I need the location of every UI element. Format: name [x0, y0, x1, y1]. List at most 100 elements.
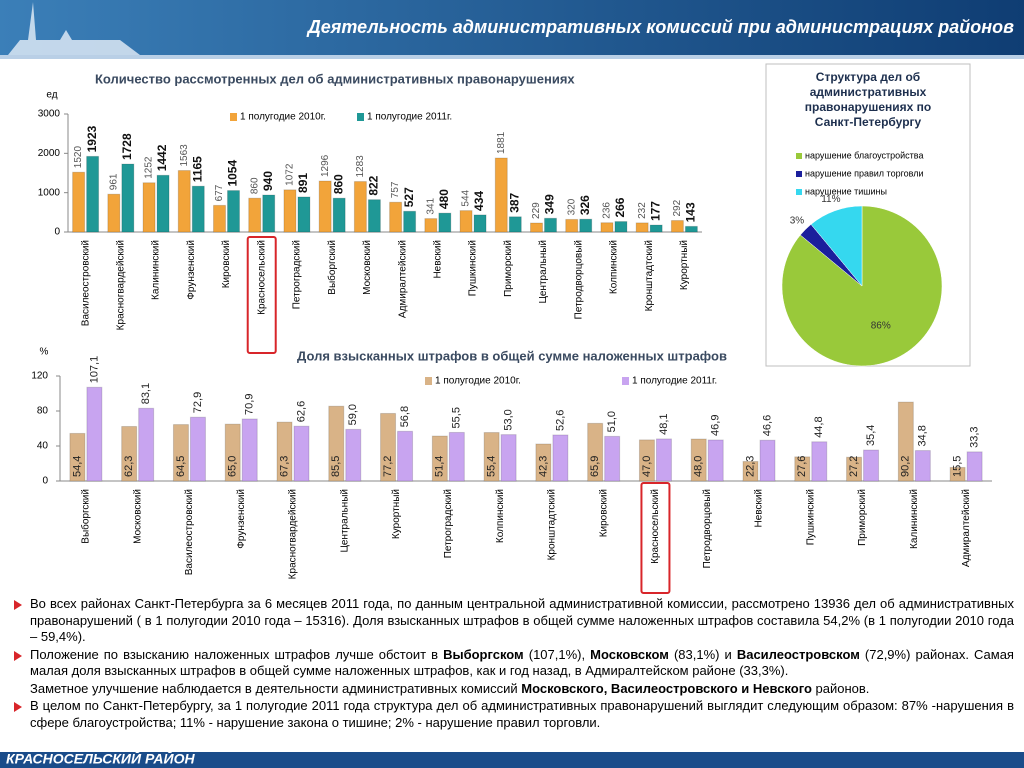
bar: [690, 438, 707, 482]
bar: [172, 424, 189, 482]
bar: [86, 386, 103, 482]
legend-swatch: [622, 377, 629, 385]
value-label: 65,0: [227, 456, 239, 477]
x-tick-label: Приморский: [857, 489, 868, 546]
bar: [535, 443, 552, 482]
value-label: 266: [613, 197, 627, 217]
y-tick-label: 120: [31, 371, 48, 382]
value-label: 62,6: [295, 401, 307, 422]
bar: [403, 210, 417, 233]
bar: [846, 456, 863, 482]
legend-label: 1 полугодие 2011г.: [632, 376, 717, 387]
bar: [318, 180, 332, 233]
value-label: 54,4: [71, 456, 83, 477]
x-tick-label: Приморский: [503, 240, 514, 297]
value-label: 1283: [355, 155, 366, 178]
legend-label: нарушение правил торговли: [805, 168, 924, 178]
value-label: 1296: [320, 154, 331, 177]
value-label: 1072: [285, 163, 296, 186]
note-text: Выборгском: [443, 646, 524, 662]
x-tick-label: Петродворцовый: [573, 240, 584, 319]
x-tick-label: Кировский: [221, 240, 232, 288]
value-label: 77,2: [382, 456, 394, 477]
value-label: 232: [637, 202, 648, 219]
x-tick-label: Петродворцовый: [702, 489, 713, 568]
value-label: 891: [296, 173, 310, 193]
bar: [72, 171, 86, 233]
y-tick-label: 3000: [38, 109, 61, 120]
note-item: Заметное улучшение наблюдается в деятель…: [14, 681, 1014, 698]
value-label: 387: [507, 192, 521, 212]
y-tick-label: 80: [37, 406, 49, 417]
value-label: 51,0: [606, 411, 618, 432]
header-band: [0, 0, 1024, 55]
value-label: 59,0: [347, 404, 359, 425]
value-label: 1252: [144, 156, 155, 179]
value-label: 961: [108, 173, 119, 190]
value-label: 229: [531, 202, 542, 219]
note-text: Во всех районах Санкт-Петербурга за 6 ме…: [30, 596, 1014, 644]
note-text: (107,1%),: [523, 646, 591, 662]
value-label: 65,9: [589, 456, 601, 477]
legend-swatch: [796, 171, 802, 177]
bar: [86, 155, 100, 233]
x-tick-label: Московский: [132, 489, 143, 544]
bar: [241, 418, 258, 482]
legend-swatch: [796, 153, 802, 159]
bar: [473, 214, 487, 233]
legend-swatch: [230, 113, 237, 121]
note-text: Василеостровском: [736, 646, 860, 662]
note-item: В целом по Санкт-Петербургу, за 1 полуго…: [14, 698, 1014, 731]
legend-label: 1 полугодие 2011г.: [367, 112, 452, 123]
logo-silhouette: [8, 2, 140, 55]
bar: [600, 222, 614, 233]
bar: [494, 157, 508, 233]
value-label: 1165: [190, 156, 204, 182]
value-label: 940: [261, 171, 275, 191]
value-label: 64,5: [175, 456, 187, 477]
bar: [649, 224, 663, 233]
value-label: 1881: [496, 131, 507, 154]
bar: [614, 221, 628, 233]
x-tick-label: Петроградский: [292, 240, 303, 309]
value-label: 320: [566, 198, 577, 215]
bar: [69, 432, 86, 482]
bar: [655, 438, 672, 482]
note-text: (72,9%) районах. Самая малая доля взыска…: [30, 646, 1014, 679]
bar: [635, 222, 649, 233]
bar: [213, 204, 226, 233]
footer-band: [0, 752, 1024, 768]
value-label: 544: [461, 189, 472, 206]
value-label: 349: [543, 194, 557, 214]
bar: [914, 450, 931, 482]
bar: [966, 451, 983, 482]
bar: [107, 193, 121, 233]
value-label: 292: [672, 199, 683, 216]
bar: [189, 416, 206, 482]
bar: [500, 434, 517, 482]
value-label: 341: [425, 197, 436, 214]
value-label: 1728: [120, 133, 134, 160]
bar: [283, 189, 297, 233]
bar: [483, 432, 500, 482]
value-label: 860: [331, 174, 345, 194]
value-label: 11%: [821, 194, 840, 205]
value-label: 67,3: [278, 456, 290, 477]
value-label: 46,6: [761, 415, 773, 436]
value-label: 51,4: [434, 456, 446, 477]
value-label: 677: [214, 184, 225, 201]
y-tick-label: 1000: [38, 187, 61, 198]
bar: [742, 460, 759, 482]
legend-swatch: [796, 189, 802, 195]
footer-title: КРАСНОСЕЛЬСКИЙ РАЙОН: [6, 750, 195, 767]
value-label: 107,1: [88, 356, 100, 384]
x-tick-label: Московский: [362, 240, 373, 295]
y-tick-label: 0: [54, 227, 60, 238]
bar: [332, 197, 346, 233]
value-label: 527: [402, 187, 416, 207]
bar: [794, 456, 811, 482]
legend-swatch: [425, 377, 432, 385]
value-label: 48,1: [658, 413, 670, 434]
pie-slice: [810, 205, 863, 287]
